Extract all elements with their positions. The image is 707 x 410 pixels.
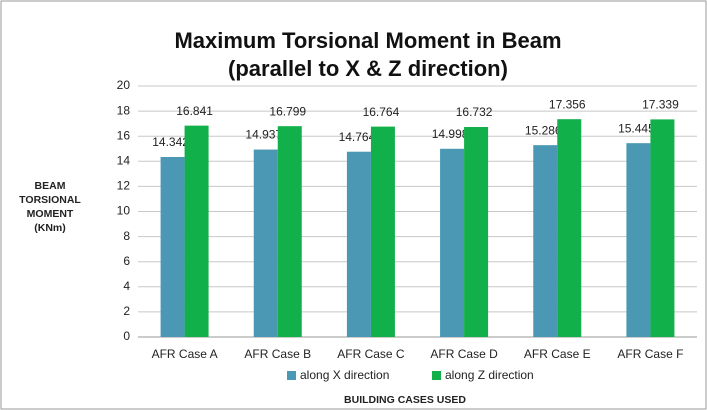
y-axis-label: MOMENT	[27, 208, 74, 220]
y-tick-label: 2	[123, 304, 130, 318]
x-tick-label: AFR Case C	[337, 347, 405, 361]
bar	[650, 119, 675, 337]
legend-swatch	[432, 371, 441, 380]
x-tick-label: AFR Case A	[152, 347, 218, 361]
y-axis-label: (KNm)	[34, 222, 66, 234]
data-label: 15.445	[618, 121, 655, 135]
bar	[557, 119, 582, 338]
data-label: 16.764	[363, 105, 400, 119]
data-label: 16.732	[456, 105, 493, 119]
bar	[626, 143, 651, 337]
data-label: 14.764	[339, 130, 376, 144]
x-axis-label: BUILDING CASES USED	[344, 394, 466, 406]
bar	[370, 126, 395, 337]
x-tick-label: AFR Case B	[244, 347, 311, 361]
data-label: 17.356	[549, 97, 586, 111]
y-tick-label: 6	[123, 254, 130, 268]
bar	[533, 145, 558, 337]
y-tick-label: 18	[117, 103, 131, 117]
x-tick-label: AFR Case F	[617, 347, 683, 361]
chart-title: Maximum Torsional Moment in Beam	[174, 28, 561, 53]
data-label: 16.841	[176, 104, 213, 118]
legend-label: along Z direction	[445, 368, 534, 382]
bar	[253, 149, 278, 337]
y-tick-label: 20	[117, 78, 131, 92]
y-tick-label: 16	[117, 128, 131, 142]
x-tick-label: AFR Case E	[524, 347, 591, 361]
legend-label: along X direction	[300, 368, 389, 382]
data-label: 17.339	[642, 98, 679, 112]
y-tick-label: 0	[123, 329, 130, 343]
y-axis-label: BEAM	[35, 180, 66, 192]
bar	[346, 151, 371, 337]
chart-title: (parallel to X & Z direction)	[228, 56, 508, 81]
bar	[277, 126, 302, 337]
data-label: 15.286	[525, 123, 562, 137]
y-axis-label: TORSIONAL	[19, 194, 81, 206]
data-label: 16.799	[269, 104, 306, 118]
y-tick-label: 14	[117, 153, 131, 167]
bar	[440, 148, 465, 337]
x-tick-label: AFR Case D	[430, 347, 498, 361]
y-tick-label: 4	[123, 279, 130, 293]
legend-swatch	[287, 371, 296, 380]
data-label: 14.998	[432, 127, 469, 141]
bar	[160, 157, 185, 337]
data-label: 14.937	[245, 128, 282, 142]
y-tick-label: 12	[117, 179, 131, 193]
y-tick-label: 8	[123, 229, 130, 243]
bar	[184, 125, 209, 337]
y-tick-label: 10	[117, 204, 131, 218]
data-label: 14.342	[152, 135, 189, 149]
bar	[464, 127, 489, 337]
